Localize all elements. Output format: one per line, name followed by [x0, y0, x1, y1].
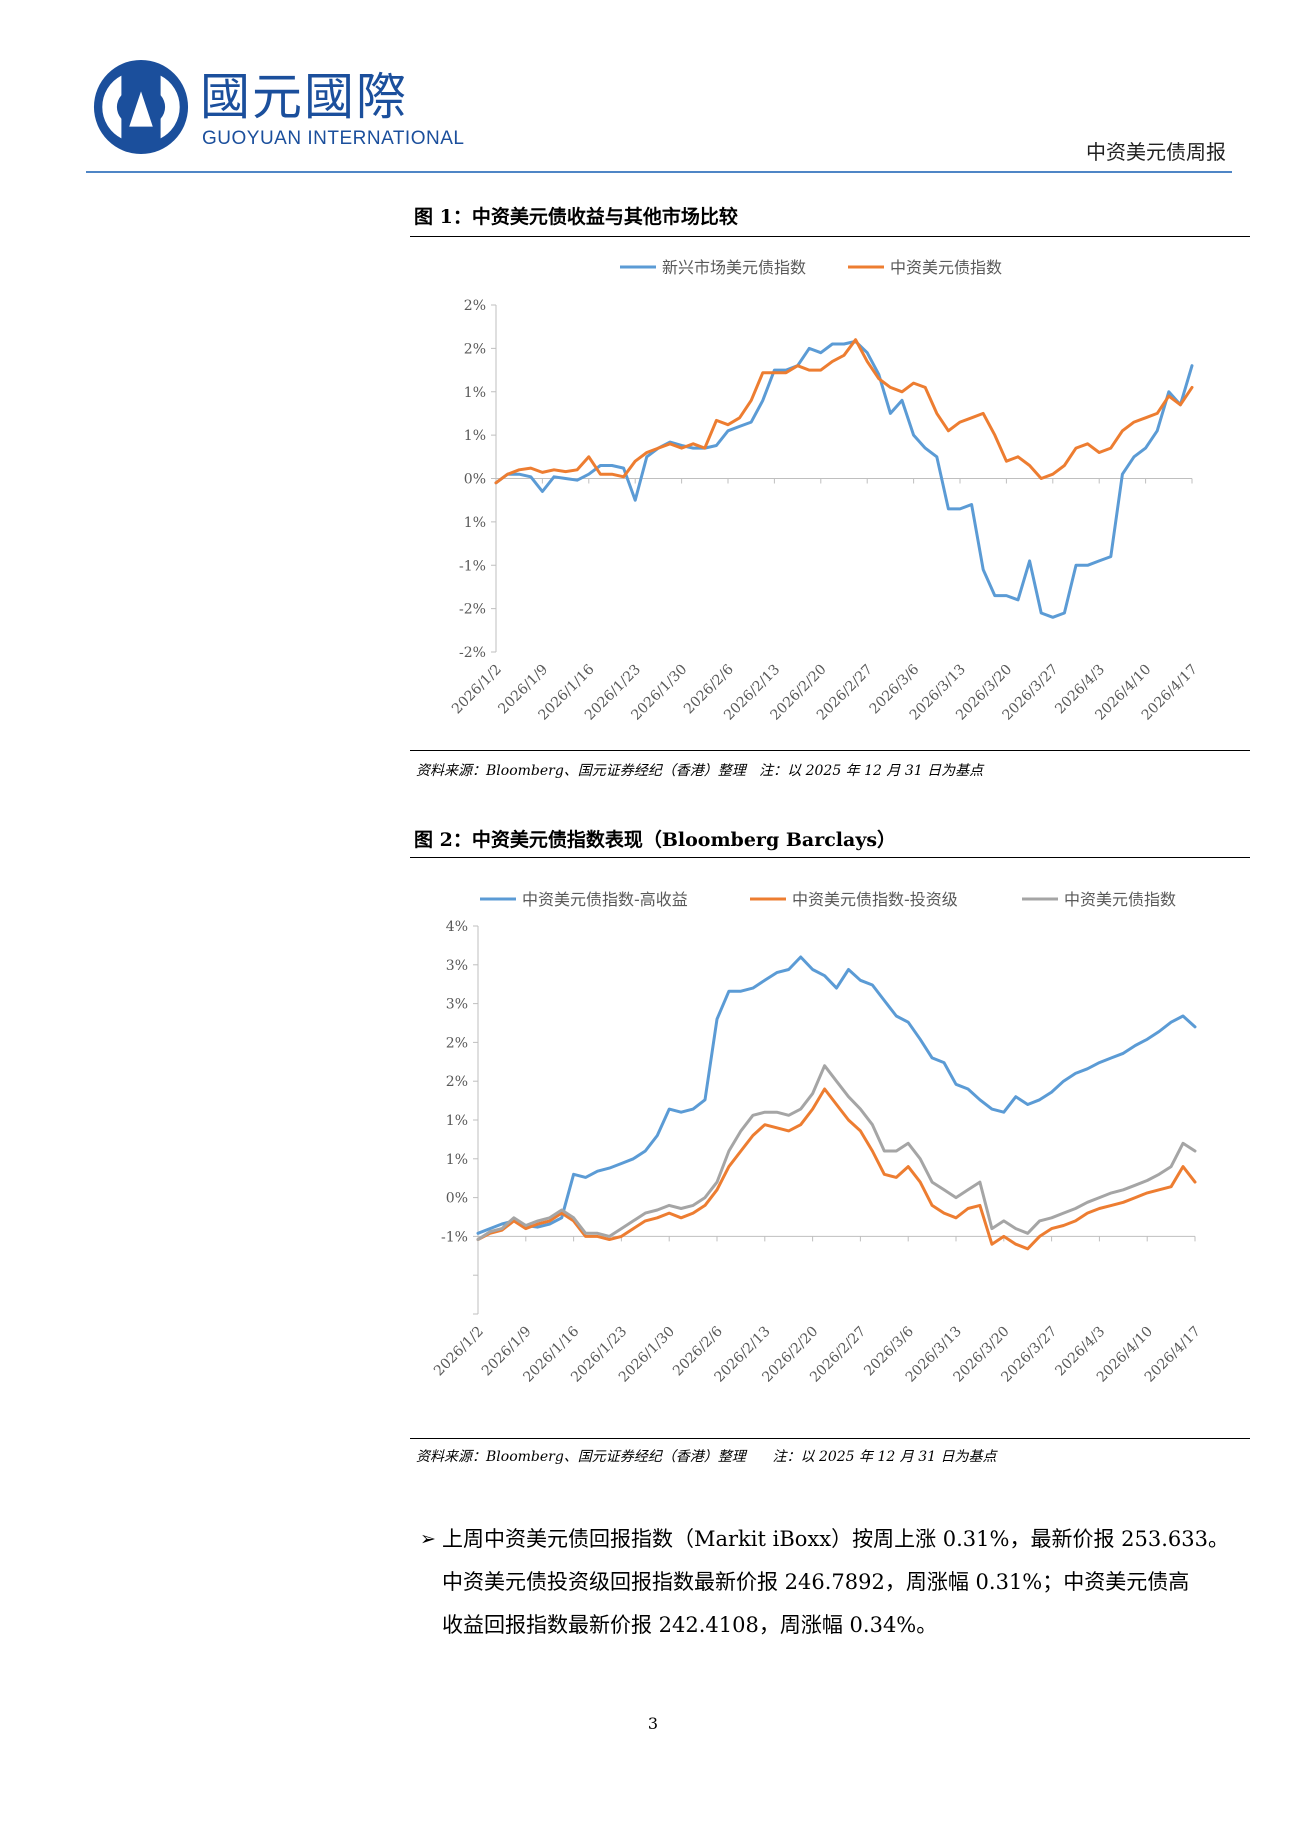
logo-english-name: GUOYUAN INTERNATIONAL	[202, 128, 465, 149]
page-number: 3	[647, 1714, 659, 1733]
chart1-y-tick-label: -2%	[459, 645, 486, 661]
chart2-y-tick-label: 1%	[446, 1113, 468, 1129]
chart2-y-tick-label: 2%	[446, 1035, 468, 1051]
figure1-source: 资料来源：Bloomberg、国元证券经纪（香港）整理 注：以 2025 年 1…	[416, 763, 984, 779]
logo-chinese-name: 國元國際	[200, 68, 408, 126]
figure2-source: 资料来源：Bloomberg、国元证券经纪（香港）整理 注：以 2025 年 1…	[416, 1449, 997, 1465]
chart2-series-line-2	[476, 1087, 1197, 1251]
header-divider	[86, 171, 1232, 173]
chart2-legend-label-2: 中资美元债指数-投资级	[792, 890, 958, 909]
chart1-y-tick-label: 0%	[464, 472, 486, 488]
chart2-legend-label-3: 中资美元债指数	[1064, 890, 1176, 909]
chart2-y-tick-label: 3%	[446, 997, 468, 1013]
figure2-chart: 4%3%3%2%2%1%1%0%-1%2026/1/22026/1/92026/…	[431, 890, 1204, 1386]
figure2-title: 图 2：中资美元债指数表现（Bloomberg Barclays）	[414, 829, 897, 851]
chart1-y-tick-label: 2%	[464, 298, 486, 314]
chart2-y-tick-label: 1%	[446, 1152, 468, 1168]
chart1-y-tick-label: 2%	[464, 341, 486, 357]
chart1-y-tick-label: 1%	[464, 515, 486, 531]
chart1-y-tick-label: -1%	[459, 558, 486, 574]
chart2-y-tick-label: 4%	[446, 919, 468, 935]
chart2-y-tick-label: 0%	[446, 1191, 468, 1207]
summary-line-1: 上周中资美元债回报指数（Markit iBoxx）按周上涨 0.31%，最新价报…	[442, 1527, 1229, 1551]
figure2-top-rule	[410, 857, 1250, 858]
chart2-legend-label-1: 中资美元债指数-高收益	[522, 890, 688, 909]
figure2-bottom-rule	[410, 1438, 1250, 1439]
chart2-y-tick-label: -1%	[441, 1229, 468, 1245]
figure1-top-rule	[410, 236, 1250, 237]
chart2-series-line-1	[476, 955, 1197, 1235]
company-logo-icon	[93, 59, 189, 155]
chart1-legend-label-1: 新兴市场美元债指数	[662, 258, 806, 277]
chart1-y-tick-label: -2%	[459, 602, 486, 618]
chart2-y-tick-label: 2%	[446, 1074, 468, 1090]
chart2-y-tick-label: 3%	[446, 958, 468, 974]
chart1-series-line-1	[494, 339, 1194, 619]
chart2-series-line-3	[476, 1064, 1197, 1241]
chart1-legend-label-2: 中资美元债指数	[890, 258, 1002, 277]
chart1-series-line-2	[494, 338, 1194, 485]
chart1-x-tick-label: 2026/1/2	[449, 662, 505, 718]
report-name: 中资美元债周报	[1086, 140, 1226, 164]
bullet-arrow-icon: ➢	[420, 1528, 436, 1550]
summary-line-2: 中资美元债投资级回报指数最新价报 246.7892，周涨幅 0.31%；中资美元…	[442, 1570, 1190, 1594]
chart1-y-tick-label: 1%	[464, 385, 486, 401]
figure1-chart: 2%2%1%1%0%1%-1%-2%-2%2026/1/22026/1/9202…	[449, 258, 1201, 724]
chart2-x-tick-label: 2026/1/2	[431, 1324, 487, 1380]
chart1-y-tick-label: 1%	[464, 428, 486, 444]
summary-line-3: 收益回报指数最新价报 242.4108，周涨幅 0.34%。	[442, 1613, 938, 1637]
figure1-title: 图 1：中资美元债收益与其他市场比较	[414, 206, 738, 228]
figure1-bottom-rule	[410, 750, 1250, 751]
